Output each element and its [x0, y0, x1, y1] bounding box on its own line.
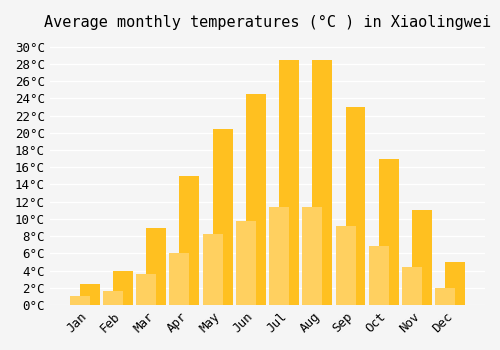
Bar — [180, 176, 200, 305]
Bar — [80, 284, 100, 305]
Bar — [212, 128, 233, 305]
Bar — [302, 207, 322, 305]
Title: Average monthly temperatures (°C ) in Xiaolingwei: Average monthly temperatures (°C ) in Xi… — [44, 15, 491, 30]
Bar — [402, 267, 422, 305]
Bar — [113, 271, 133, 305]
Bar — [269, 207, 289, 305]
Bar — [246, 94, 266, 305]
Bar — [312, 60, 332, 305]
Bar — [136, 274, 156, 305]
Bar — [170, 253, 190, 305]
Bar — [336, 226, 355, 305]
Bar — [279, 60, 299, 305]
Bar — [146, 228, 166, 305]
Bar — [202, 234, 222, 305]
Bar — [369, 246, 389, 305]
Bar — [412, 210, 432, 305]
Bar — [379, 159, 398, 305]
Bar — [236, 220, 256, 305]
Bar — [103, 291, 123, 305]
Bar — [70, 296, 89, 305]
Bar — [346, 107, 366, 305]
Bar — [446, 262, 465, 305]
Bar — [436, 288, 455, 305]
